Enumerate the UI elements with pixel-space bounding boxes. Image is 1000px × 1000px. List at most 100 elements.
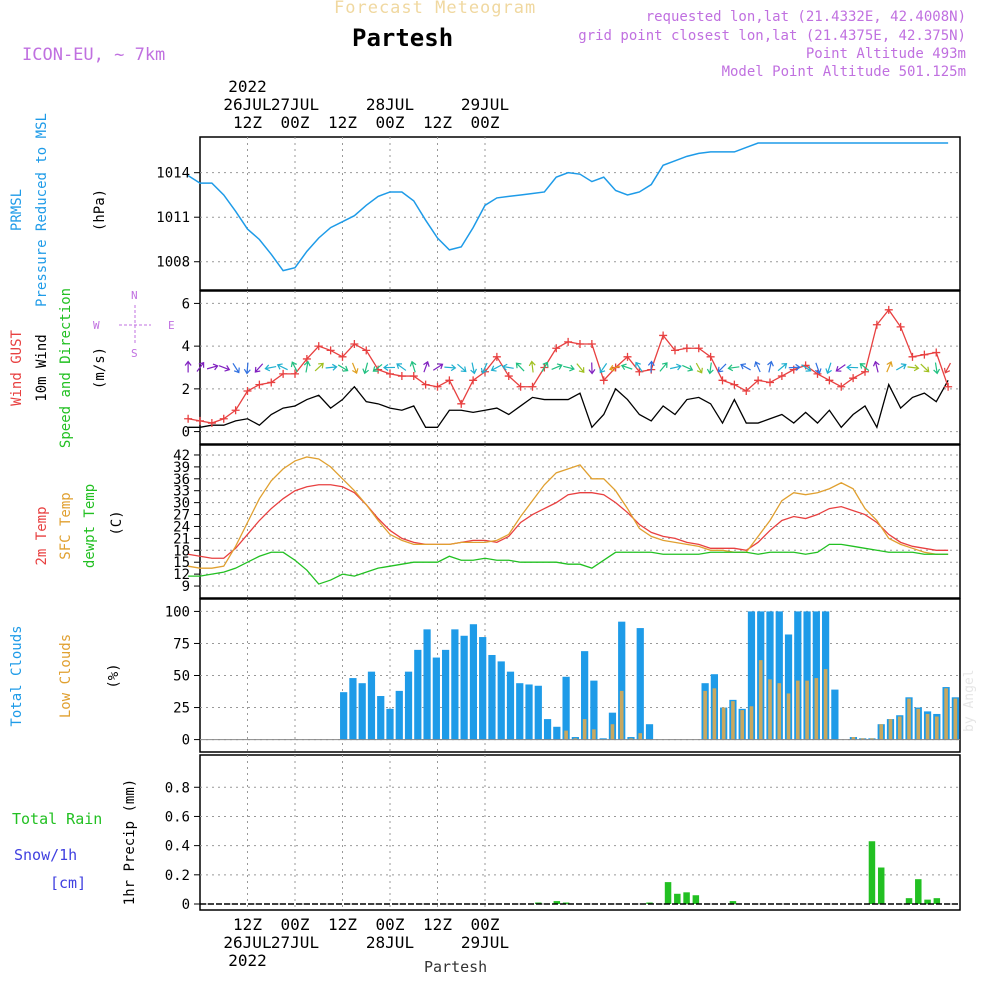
temp-dew-line [188,543,949,585]
ytick-label-2-1: 12 [173,567,190,583]
panel-frame-0 [199,136,961,291]
wind-gust-marker-38 [635,367,644,376]
total-clouds-bar-16 [349,678,357,740]
wind-arrow-15 [362,362,370,375]
compass-rose [119,305,151,345]
wind-arrow-11 [314,362,324,372]
total-clouds-bar-39 [562,676,570,740]
wind-gust-marker-44 [706,352,715,361]
wind-arrow-3 [218,365,231,372]
total-clouds-bar-36 [534,685,542,740]
low-clouds-bar-42 [592,729,596,740]
wind-gust-marker-9 [291,369,299,378]
total-clouds-bar-45 [618,621,626,740]
wind-gust-marker-5 [243,387,252,395]
wind-arrow-35 [599,363,608,374]
ytick-label-2-0: 9 [182,579,190,595]
total-clouds-bar-33 [506,671,515,740]
total-clouds-bar-24 [423,629,431,740]
ytick-label-3-2: 50 [173,669,190,685]
wind-gust-marker-1 [196,416,204,425]
ytick-label-2-9: 36 [173,472,190,488]
low-clouds-bar-61 [768,679,772,740]
low-clouds-bar-41 [582,719,587,740]
ytick-label-4-1: 0.2 [165,868,190,884]
total-clouds-bar-65 [803,611,811,740]
ytick-label-1-0: 0 [182,425,190,441]
wind-arrow-63 [933,362,941,375]
wind-gust-marker-7 [267,378,276,387]
wind-gust-marker-17 [386,369,394,378]
low-clouds-bar-67 [823,669,828,740]
pressure-label-msl: Pressure Reduced to MSL [34,113,50,307]
total-clouds-bar-34 [516,683,524,740]
wind-arrow-48 [753,361,761,373]
precip-rain-label: Total Rain [12,810,103,828]
total-clouds-bar-28 [460,635,468,740]
wind-arrow-28 [515,362,525,372]
clouds-low-label: Low Clouds [58,633,74,719]
wind-arrow-18 [396,363,407,371]
wind-arrow-54 [825,362,832,375]
wind-gust-marker-21 [433,382,442,391]
wind-arrow-12 [325,363,338,371]
rain-bar-79 [933,898,941,904]
closest-coordinates: grid point closest lon,lat (21.4375E, 42… [578,28,966,44]
wind-arrow-34 [588,362,596,375]
wind-gust-marker-42 [682,344,691,353]
ytick-label-1-2: 4 [182,339,190,355]
bottom-time-hour-4: 12Z [423,915,452,934]
wind-arrow-21 [432,363,444,371]
rain-bar-50 [664,882,672,904]
ytick-label-3-3: 75 [173,636,190,652]
precip-axis-label: 1hr Precip (mm) [122,778,138,906]
wind-gust-marker-26 [492,352,501,361]
wind-speed-line [188,380,949,430]
rain-bar-57 [729,901,737,904]
wind-arrow-57 [859,363,870,372]
total-clouds-bar-62 [775,611,783,740]
low-clouds-bar-79 [935,716,939,740]
wind-arrow-8 [276,363,288,371]
requested-coordinates: requested lon,lat (21.4332E, 42.4008N) [645,9,966,25]
total-clouds-bar-30 [479,637,487,740]
low-clouds-bar-72 [870,738,874,740]
wind-gust-marker-32 [564,337,573,346]
low-clouds-bar-54 [703,690,707,740]
total-clouds-bar-35 [525,684,533,740]
wind-gust-marker-18 [397,372,406,381]
ytick-label-2-3: 18 [173,543,190,559]
compass-south: S [131,347,138,360]
wind-arrow-30 [541,361,549,373]
top-time-hour-1: 00Z [281,113,310,132]
wind-arrow-13 [337,364,349,372]
low-clouds-bar-46 [629,738,633,740]
wind-arrow-59 [886,361,893,373]
wind-arrow-43 [695,362,703,374]
wind-arrow-5 [243,362,251,375]
bottom-time-year-0: 2022 [228,951,267,970]
wind-arrow-41 [669,363,682,371]
wind-arrow-46 [727,364,740,372]
pressure-line [187,142,949,272]
wind-gust-marker-28 [516,382,525,391]
wind-arrow-60 [895,363,907,371]
total-clouds-bar-68 [831,689,839,740]
total-clouds-bar-63 [784,634,793,740]
wind-gust-marker-40 [659,331,668,340]
ytick-label-2-10: 39 [173,460,190,476]
wind-gust-marker-62 [920,350,929,359]
low-clouds-bar-47 [638,733,643,740]
total-clouds-bar-43 [599,738,607,740]
wind-gust-marker-54 [825,376,834,385]
clouds-unit: (%) [106,663,122,689]
wind-gust-marker-35 [599,376,608,385]
low-clouds-bar-77 [916,708,921,740]
wind-gust-marker-47 [742,387,751,395]
wind-gust-marker-14 [350,340,359,348]
low-clouds-bar-73 [879,724,884,740]
wind-unit: (m/s) [92,346,108,390]
wind-arrow-61 [907,364,920,372]
rain-bar-73 [877,867,885,904]
wind-gust-marker-57 [861,367,869,376]
